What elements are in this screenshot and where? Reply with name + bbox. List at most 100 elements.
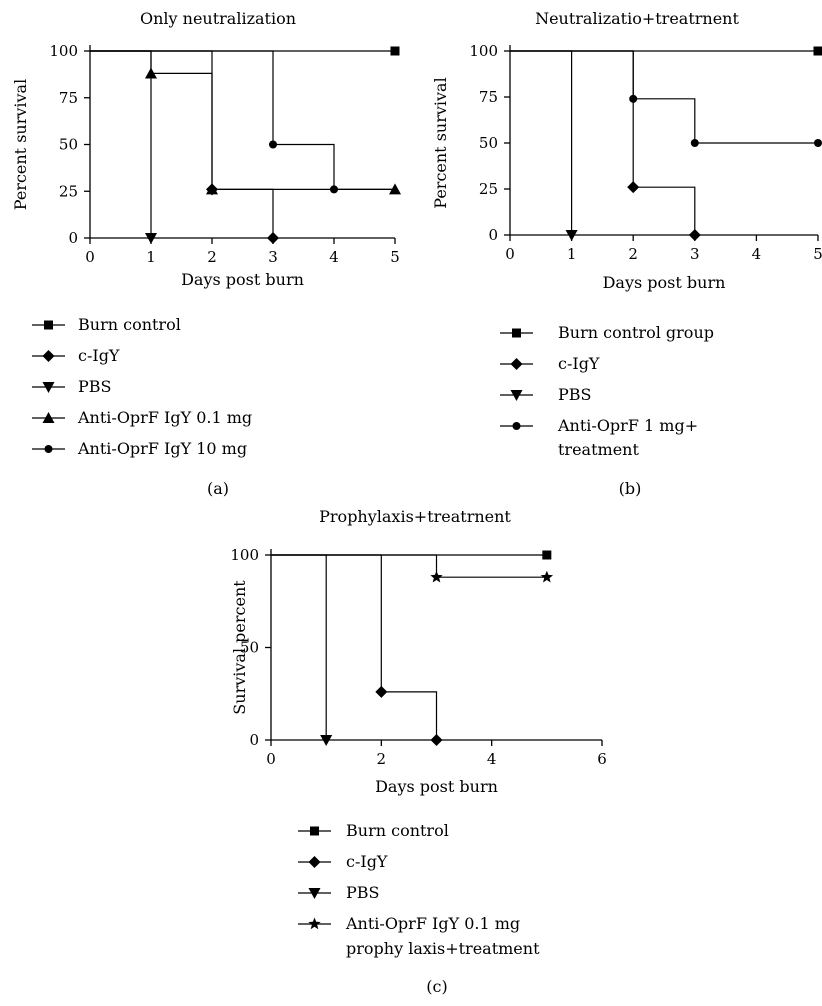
x-tick-label: 4 xyxy=(487,750,497,768)
series-circle xyxy=(510,51,822,147)
legend-label: Anti-OprF 1 mg+ xyxy=(557,416,698,435)
series-line xyxy=(271,555,326,740)
legend-marker xyxy=(45,445,53,453)
legend-item: Burn control xyxy=(32,315,181,334)
legend-marker xyxy=(512,329,521,338)
legend-marker xyxy=(511,358,523,370)
data-point xyxy=(375,686,387,698)
series-line xyxy=(90,51,273,238)
x-tick-label: 2 xyxy=(628,245,638,263)
legend-label: c-IgY xyxy=(558,354,600,373)
legend-label: Burn control group xyxy=(558,323,714,342)
legend-marker xyxy=(43,350,55,362)
y-tick-label: 25 xyxy=(479,180,498,198)
y-tick-label: 50 xyxy=(479,134,498,152)
x-tick-label: 4 xyxy=(329,248,339,266)
data-point xyxy=(430,571,442,583)
data-point xyxy=(689,229,701,241)
legend-label: PBS xyxy=(346,883,379,902)
y-tick-label: 75 xyxy=(59,89,78,107)
data-point xyxy=(814,47,822,56)
y-tick-label: 0 xyxy=(249,731,259,749)
series-line xyxy=(510,51,572,235)
x-tick-label: 2 xyxy=(207,248,217,266)
legend-marker xyxy=(513,422,521,430)
x-axis-label: Days post burn xyxy=(603,273,726,292)
series-line xyxy=(510,51,818,143)
y-tick-label: 100 xyxy=(49,42,78,60)
x-tick-label: 4 xyxy=(752,245,762,263)
legend-item: c-IgY xyxy=(32,346,120,365)
legend-label: Anti-OprF IgY 0.1 mg xyxy=(345,914,520,933)
x-tick-label: 5 xyxy=(390,248,400,266)
legend-label: Anti-OprF IgY 10 mg xyxy=(77,439,247,458)
data-point xyxy=(431,734,443,746)
data-point xyxy=(330,185,338,193)
y-tick-label: 100 xyxy=(230,546,259,564)
x-axis-label: Days post burn xyxy=(181,270,304,289)
y-tick-label: 75 xyxy=(479,88,498,106)
legend-item: PBS xyxy=(32,377,111,396)
series-diamond xyxy=(271,555,443,746)
data-point xyxy=(627,181,639,193)
x-tick-label: 6 xyxy=(597,750,607,768)
y-axis-label: Percent survival xyxy=(431,77,450,208)
panel-label: (b) xyxy=(619,479,642,498)
x-tick-label: 0 xyxy=(505,245,515,263)
legend-item: Anti-OprF IgY 0.1 mg prophy laxis+treatme… xyxy=(298,914,540,958)
x-tick-label: 3 xyxy=(690,245,700,263)
legend-marker xyxy=(44,321,53,330)
x-tick-label: 0 xyxy=(266,750,276,768)
y-tick-label: 25 xyxy=(59,182,78,200)
y-tick-label: 100 xyxy=(469,42,498,60)
chart-title: Prophylaxis+treatrnent xyxy=(319,507,511,526)
legend-label-line2: treatment xyxy=(558,440,639,459)
legend-label: Anti-OprF IgY 0.1 mg xyxy=(77,408,252,427)
legend-marker xyxy=(308,918,320,930)
x-tick-label: 1 xyxy=(146,248,156,266)
y-tick-label: 0 xyxy=(488,226,498,244)
legend-label: Burn control xyxy=(346,821,449,840)
legend-item: PBS xyxy=(298,883,379,902)
legend-item: Burn control xyxy=(298,821,449,840)
series-triangle-up xyxy=(90,51,401,194)
data-point xyxy=(541,571,553,583)
series-line xyxy=(90,51,395,189)
legend-marker xyxy=(310,827,319,836)
legend-item: Anti-OprF IgY 10 mg xyxy=(32,439,247,458)
data-point xyxy=(629,95,637,103)
y-tick-label: 0 xyxy=(68,229,78,247)
series-circle xyxy=(90,51,395,193)
data-point xyxy=(691,139,699,147)
panel-label: (a) xyxy=(207,479,229,498)
series-triangle-down xyxy=(271,555,332,746)
series-line xyxy=(510,51,695,235)
x-axis-label: Days post burn xyxy=(375,777,498,796)
legend-label: PBS xyxy=(78,377,111,396)
legend-label: Burn control xyxy=(78,315,181,334)
data-point xyxy=(269,141,277,149)
x-tick-label: 3 xyxy=(268,248,278,266)
legend-item: c-IgY xyxy=(298,852,388,871)
y-tick-label: 50 xyxy=(59,136,78,154)
y-axis-label: Survival percent xyxy=(230,580,249,715)
chart-title: Only neutralization xyxy=(140,9,296,28)
series-line xyxy=(90,51,151,238)
legend-label: c-IgY xyxy=(346,852,388,871)
series-line xyxy=(90,51,395,189)
legend-item: Anti-OprF 1 mg+ treatment xyxy=(500,416,698,459)
x-tick-label: 2 xyxy=(377,750,387,768)
legend-label-line2: prophy laxis+treatment xyxy=(346,939,540,958)
legend-item: Burn control group xyxy=(500,323,714,342)
data-point xyxy=(391,47,400,56)
series-triangle-down xyxy=(510,51,578,241)
legend-label: c-IgY xyxy=(78,346,120,365)
x-tick-label: 5 xyxy=(813,245,822,263)
x-tick-label: 0 xyxy=(85,248,95,266)
series-star xyxy=(271,555,553,582)
series-line xyxy=(271,555,437,740)
